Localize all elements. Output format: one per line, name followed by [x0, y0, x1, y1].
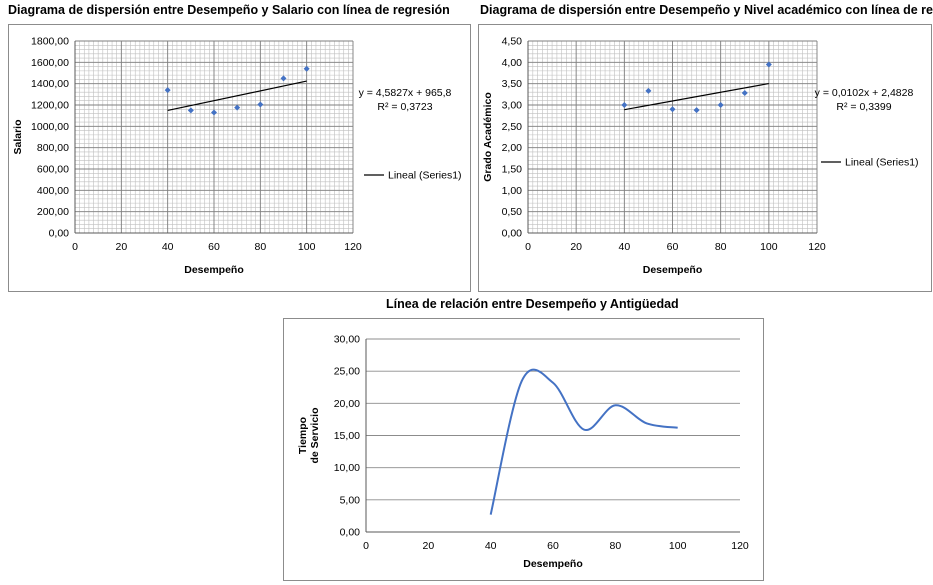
y-tick-label: 4,00: [502, 57, 523, 69]
seniority-line-chart: 0 20 40 60 80 100 120 0,00 5,00 10,00 15,00 20,00 25…: [283, 318, 764, 581]
series-line: [489, 368, 678, 515]
y-tick-label: 5,00: [340, 494, 361, 506]
x-tick-label: 0: [363, 540, 369, 552]
x-tick-label: 100: [298, 241, 316, 253]
data-point: [645, 87, 652, 94]
data-point: [164, 87, 171, 94]
x-tick-label: 120: [731, 540, 749, 552]
y-tick-label: 2,00: [502, 142, 523, 154]
data-point: [280, 75, 287, 82]
y-tick-label: 0,00: [49, 228, 70, 240]
y-axis-title: Grado Académico: [482, 92, 494, 181]
data-point: [741, 90, 748, 97]
y-tick-label: 1200,00: [31, 100, 69, 112]
x-tick-label: 0: [72, 241, 78, 253]
y-tick-label: 400,00: [37, 185, 69, 197]
x-axis-title: Desempeño: [523, 558, 583, 570]
y-tick-label: 600,00: [37, 164, 69, 176]
y-tick-label: 1,50: [502, 164, 523, 176]
y-tick-label: 20,00: [334, 398, 360, 410]
data-point: [211, 109, 217, 116]
academic-scatter-chart: 0 20 40 60 80 100 120 0,00 0,50 1,00 1,50 2,00 2,50 3…: [478, 24, 932, 292]
y-tick-label: 0,00: [340, 527, 361, 539]
legend-label: Lineal (Series1): [388, 170, 462, 182]
chart-title: Línea de relación entre Desempeño y Anti…: [386, 297, 679, 311]
regression-line: [167, 80, 307, 112]
y-tick-label: 1000,00: [31, 121, 69, 133]
y-tick-label: 15,00: [334, 430, 360, 442]
y-tick-label: 1800,00: [31, 36, 69, 48]
data-point: [693, 107, 700, 114]
y-tick-label: 30,00: [334, 334, 360, 346]
y-tick-label: 0,50: [502, 206, 523, 218]
x-tick-label: 120: [344, 241, 362, 253]
regression-equation: y = 4,5827x + 965,8: [359, 87, 452, 99]
y-tick-label: 2,50: [502, 121, 523, 133]
x-tick-label: 100: [760, 241, 778, 253]
y-tick-label: 200,00: [37, 206, 69, 218]
x-tick-label: 40: [618, 241, 630, 253]
y-tick-label: 3,50: [502, 78, 523, 90]
x-tick-label: 40: [162, 241, 174, 253]
x-axis-title: Desempeño: [184, 264, 244, 276]
data-point: [303, 65, 310, 72]
regression-line: [624, 82, 769, 111]
data-point: [669, 106, 676, 113]
y-tick-label: 1400,00: [31, 78, 69, 90]
x-tick-label: 60: [208, 241, 220, 253]
y-axis-title: de Servicio: [309, 407, 321, 463]
x-tick-label: 0: [525, 241, 531, 253]
data-point: [234, 104, 241, 111]
x-tick-label: 60: [547, 540, 559, 552]
y-tick-label: 1600,00: [31, 57, 69, 69]
x-tick-label: 40: [485, 540, 497, 552]
data-point: [765, 61, 772, 68]
regression-equation: y = 0,0102x + 2,4828: [815, 87, 914, 99]
x-tick-label: 100: [669, 540, 687, 552]
r-squared-label: R² = 0,3723: [377, 101, 432, 113]
x-axis-title: Desempeño: [643, 264, 703, 276]
y-axis-title: Salario: [12, 119, 24, 154]
y-tick-label: 800,00: [37, 142, 69, 154]
r-squared-label: R² = 0,3399: [836, 101, 891, 113]
y-tick-label: 10,00: [334, 462, 360, 474]
data-point: [257, 101, 264, 108]
x-tick-label: 120: [808, 241, 826, 253]
legend-label: Lineal (Series1): [845, 157, 919, 169]
y-tick-label: 0,00: [502, 228, 523, 240]
chart-title: Diagrama de dispersión entre Desempeño y…: [480, 3, 933, 17]
x-tick-label: 80: [254, 241, 266, 253]
data-point: [717, 102, 724, 108]
x-tick-label: 80: [715, 241, 727, 253]
x-tick-label: 60: [667, 241, 679, 253]
seniority-line-plot: 0 20 40 60 80 100 120 0,00 5,00 10,00 15,00 20,00 25…: [297, 334, 749, 571]
chart-title: Diagrama de dispersión entre Desempeño y…: [8, 3, 450, 17]
y-axis-title: Tiempo: [297, 417, 309, 454]
x-tick-label: 20: [570, 241, 582, 253]
y-tick-label: 4,50: [502, 36, 523, 48]
x-tick-label: 20: [422, 540, 434, 552]
y-tick-label: 25,00: [334, 366, 360, 378]
salary-scatter-plot: 0 20 40 60 80 100 1200,00200,00400,00600,00800…: [12, 36, 462, 277]
academic-scatter-plot: 0 20 40 60 80 100 120 0,00 0,50 1,00 1,50 2,00 2,50 3…: [482, 36, 919, 277]
x-tick-label: 80: [609, 540, 621, 552]
x-tick-label: 20: [115, 241, 127, 253]
y-tick-label: 1,00: [502, 185, 523, 197]
data-point: [187, 107, 194, 114]
salary-scatter-chart: 0 20 40 60 80 100 120 0,00 200,00 400,00 600,00 800…: [8, 24, 471, 292]
y-tick-label: 3,00: [502, 100, 523, 112]
data-point: [621, 102, 628, 108]
